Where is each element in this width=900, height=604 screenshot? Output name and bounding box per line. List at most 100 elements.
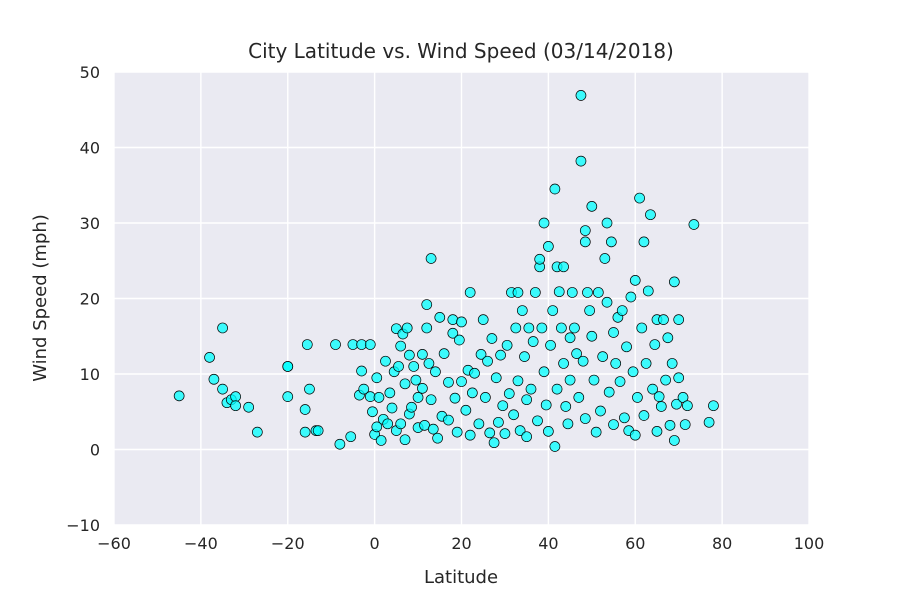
data-point — [564, 374, 576, 386]
data-point — [425, 394, 437, 406]
data-point — [640, 358, 652, 369]
y-tick-labels: −10 0 10 20 30 40 50 — [66, 63, 100, 535]
data-point — [632, 392, 643, 403]
data-point — [662, 332, 674, 344]
data-point — [371, 372, 383, 384]
y-axis-label: Wind Speed (mph) — [30, 214, 51, 382]
data-point — [312, 425, 324, 436]
data-point — [399, 434, 411, 446]
data-point — [523, 322, 535, 334]
data-point — [482, 355, 493, 367]
data-point — [334, 438, 346, 450]
data-point — [551, 383, 563, 395]
data-point — [404, 349, 415, 361]
x-tick-label: 80 — [712, 534, 732, 553]
data-point — [512, 375, 524, 387]
data-point — [606, 236, 617, 248]
data-point — [521, 431, 533, 443]
data-point — [434, 312, 446, 323]
x-tick-label: 40 — [538, 534, 558, 553]
data-point — [543, 426, 554, 437]
data-point — [597, 351, 609, 362]
y-tick-label: 0 — [90, 441, 100, 460]
data-point — [508, 409, 519, 421]
data-point — [549, 183, 561, 195]
data-points — [173, 90, 719, 452]
data-point — [410, 374, 422, 386]
data-point — [636, 322, 648, 334]
data-point — [453, 334, 465, 346]
x-tick-label: 100 — [794, 534, 825, 553]
data-point — [660, 374, 672, 386]
data-point — [364, 339, 376, 350]
data-point — [243, 401, 255, 413]
data-point — [217, 383, 228, 395]
data-point — [586, 330, 598, 342]
data-point — [547, 305, 559, 316]
data-point — [514, 425, 526, 436]
data-point — [251, 426, 263, 438]
data-point — [477, 314, 489, 325]
y-tick-label: 40 — [80, 139, 100, 158]
x-tick-label: −60 — [97, 534, 131, 553]
data-point — [282, 361, 294, 372]
data-point — [443, 376, 454, 388]
data-point — [588, 374, 600, 386]
data-point — [499, 428, 511, 439]
data-point — [475, 349, 487, 360]
x-tick-label: −40 — [184, 534, 218, 553]
data-point — [621, 341, 632, 353]
data-point — [438, 348, 450, 359]
data-point — [464, 429, 476, 441]
data-point — [651, 426, 663, 437]
data-point — [425, 253, 437, 264]
data-point — [543, 241, 554, 252]
data-point — [573, 392, 585, 403]
data-point — [569, 322, 580, 334]
data-point — [540, 399, 552, 411]
data-point — [560, 401, 572, 412]
data-point — [703, 416, 715, 428]
data-point — [473, 418, 485, 430]
data-point — [527, 336, 539, 347]
data-point — [614, 376, 626, 387]
y-tick-label: 10 — [80, 365, 100, 384]
data-point — [358, 383, 370, 395]
data-point — [653, 391, 665, 402]
chart-title: City Latitude vs. Wind Speed (03/14/2018… — [248, 39, 674, 63]
data-point — [655, 401, 667, 412]
data-point — [230, 400, 241, 412]
data-point — [430, 366, 441, 378]
data-point — [647, 383, 658, 395]
data-point — [512, 287, 524, 298]
data-point — [173, 390, 185, 402]
data-point — [516, 305, 528, 316]
data-point — [627, 366, 639, 378]
data-point — [480, 392, 491, 403]
data-point — [608, 327, 619, 338]
data-point — [380, 355, 391, 367]
data-point — [579, 413, 591, 424]
y-tick-label: 30 — [80, 214, 100, 233]
x-tick-label: 60 — [625, 534, 645, 553]
data-point — [562, 418, 574, 430]
data-point — [356, 365, 367, 377]
grid-lines — [113, 71, 810, 526]
data-point — [449, 392, 461, 404]
x-tick-labels: −60 −40 −20 0 20 40 60 80 100 — [97, 534, 824, 553]
data-point — [464, 287, 476, 298]
data-point — [668, 435, 680, 446]
data-point — [664, 419, 676, 431]
data-point — [493, 416, 504, 428]
data-point — [532, 415, 543, 427]
data-point — [582, 287, 593, 298]
data-point — [575, 90, 587, 101]
data-point — [601, 217, 613, 229]
data-point — [217, 322, 228, 334]
data-point — [469, 367, 480, 379]
data-point — [301, 339, 313, 350]
data-point — [642, 285, 654, 297]
data-point — [451, 426, 463, 438]
data-point — [601, 296, 613, 308]
